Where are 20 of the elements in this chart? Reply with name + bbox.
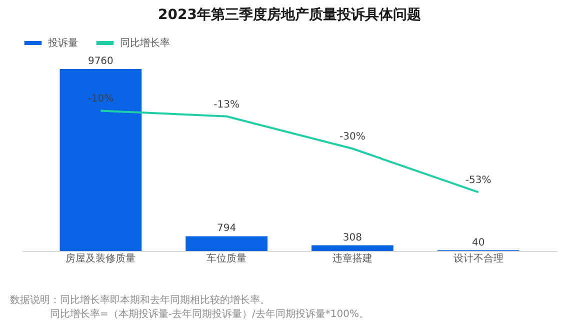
legend-label: 同比增长率: [120, 37, 170, 49]
x-tick-label: 房屋及装修质量: [66, 252, 136, 264]
data-label: -53%: [465, 175, 492, 186]
chart-title: 2023年第三季度房地产质量投诉具体问题: [158, 6, 421, 23]
bar: [312, 245, 394, 251]
bar: [60, 69, 142, 251]
data-label: 9760: [88, 56, 114, 67]
data-label: -10%: [88, 94, 114, 105]
x-tick-label: 设计不合理: [453, 252, 504, 264]
bar: [186, 236, 268, 251]
text: 同比增长率=（本期投诉量-去年同期投诉量）/去年同期投诉量*100%。: [49, 308, 369, 322]
data-label: 40: [472, 237, 485, 248]
data-label: 308: [342, 232, 362, 244]
data-label: -13%: [214, 99, 240, 110]
x-tick-label: 违章搭建: [332, 252, 372, 264]
data-label: -30%: [340, 132, 366, 143]
data-label: 794: [217, 223, 236, 234]
legend-label: 投诉量: [47, 37, 78, 49]
text: 数据说明：同比增长率即本期和去年同期相比较的增长率。: [10, 294, 271, 308]
x-tick-label: 车位质量: [206, 252, 247, 264]
